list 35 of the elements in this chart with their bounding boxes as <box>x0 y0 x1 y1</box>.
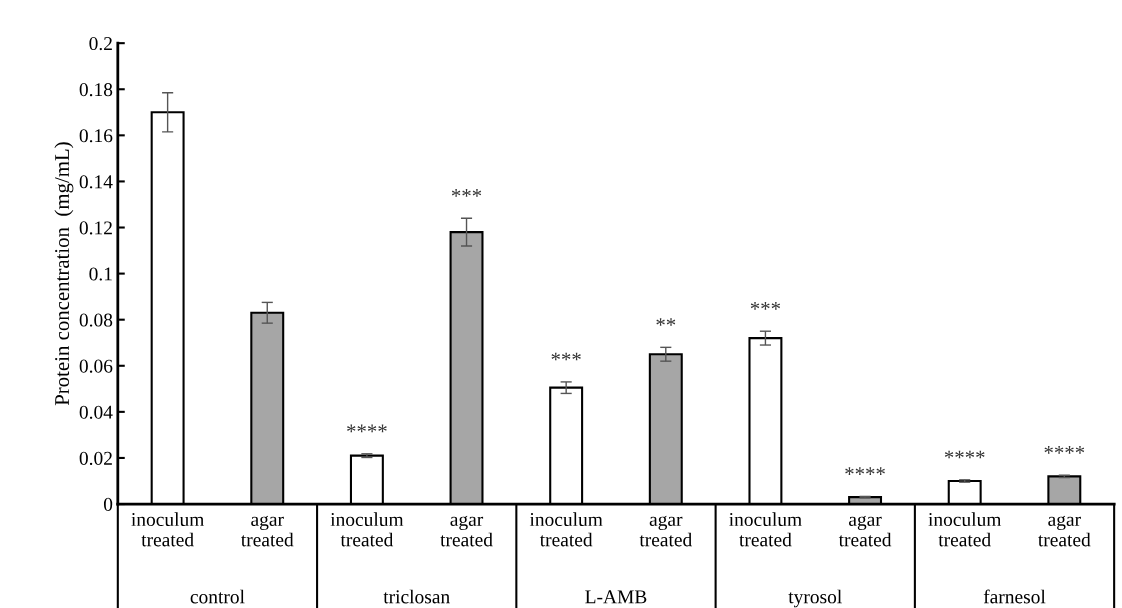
y-tick-label: 0.16 <box>79 129 113 143</box>
y-tick-label: 0.12 <box>79 221 112 235</box>
y-tick-label: 0.04 <box>79 405 113 419</box>
x-tick-label: agar treated <box>639 515 692 547</box>
x-tick-label: inoculum treated <box>131 512 205 547</box>
data-label: **** <box>944 450 985 459</box>
y-tick-label: 0.14 <box>79 175 113 189</box>
y-tick-label: 0.2 <box>89 36 112 51</box>
data-label: ** <box>656 318 676 326</box>
y-tick-label: 0 <box>103 497 113 511</box>
x-tick-label: agar treated <box>440 515 493 547</box>
y-tick-label: 0.02 <box>79 451 112 465</box>
x-tick-label: inoculum treated <box>330 512 404 547</box>
data-label: **** <box>1044 446 1085 454</box>
data-label: **** <box>845 467 885 475</box>
x-tick-label: inoculum treated <box>928 512 1002 547</box>
text: triclosan <box>383 589 450 604</box>
data-label: *** <box>551 352 581 361</box>
y-tick-label: 0.06 <box>79 359 113 373</box>
data-label: **** <box>347 424 387 433</box>
y-tick-label: 0.18 <box>79 83 113 97</box>
text: control <box>190 589 245 604</box>
x-tick-label: inoculum treated <box>729 512 802 547</box>
y-tick-label: 0.08 <box>79 313 113 327</box>
data-label: *** <box>451 189 482 197</box>
text: L-AMB <box>585 590 647 604</box>
text: tyrosol <box>788 589 842 608</box>
y-axis-title: Protein concentration (mg/mL) <box>54 142 74 406</box>
x-tick-label: agar treated <box>1038 515 1091 547</box>
x-tick-label: agar treated <box>838 515 892 547</box>
data-label: *** <box>750 302 781 310</box>
x-tick-label: agar treated <box>241 515 294 547</box>
y-tick-label: 0.1 <box>89 267 112 281</box>
x-tick-label: inoculum treated <box>529 512 603 547</box>
text: farnesol <box>983 589 1046 604</box>
